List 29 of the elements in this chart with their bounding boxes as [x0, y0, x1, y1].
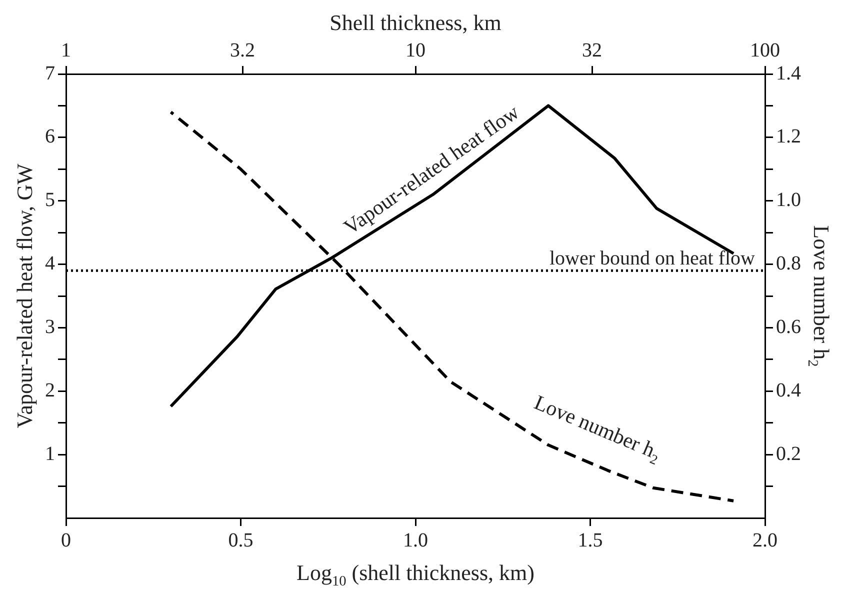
x2-tick-label: 1	[61, 39, 71, 62]
y-tick-label: 3	[45, 316, 55, 338]
y2-tick-label: 0.6	[776, 316, 801, 338]
text: Love number h2	[530, 390, 660, 468]
x-tick-label: 1.5	[578, 529, 603, 552]
y2-tick-label: 1.4	[776, 62, 801, 84]
x2-axis-title: Shell thickness, km	[330, 10, 502, 35]
x2-tick-label: 10	[406, 39, 426, 62]
y2-tick-label: 1.2	[776, 126, 801, 148]
y2-tick-label: 0.8	[776, 252, 801, 275]
x-tick-label: 1.0	[403, 529, 428, 552]
y-tick-label: 4	[45, 252, 55, 275]
x-tick-label: 2.0	[752, 529, 778, 552]
y2-tick-label: 1.0	[776, 189, 801, 212]
x-tick-label: 0	[61, 529, 71, 552]
y2-tick-label: 0.4	[776, 379, 801, 402]
x2-tick-label: 100	[750, 39, 780, 62]
x-tick-label: 0.5	[228, 529, 254, 552]
y-tick-label: 7	[45, 62, 55, 84]
x2-tick-label: 32	[582, 39, 602, 62]
y-tick-label: 2	[45, 379, 55, 402]
ref-line-label: lower bound on heat flow	[549, 248, 756, 270]
y2-axis-title: Love number h2	[804, 225, 834, 367]
y2-tick-label: 0.2	[776, 442, 801, 465]
y-tick-label: 6	[45, 126, 55, 148]
y-tick-label: 1	[45, 442, 55, 465]
y-tick-label: 5	[45, 189, 55, 212]
x2-tick-label: 3.2	[230, 39, 256, 62]
y-axis-title: Vapour-related heat flow, GW	[12, 164, 37, 428]
